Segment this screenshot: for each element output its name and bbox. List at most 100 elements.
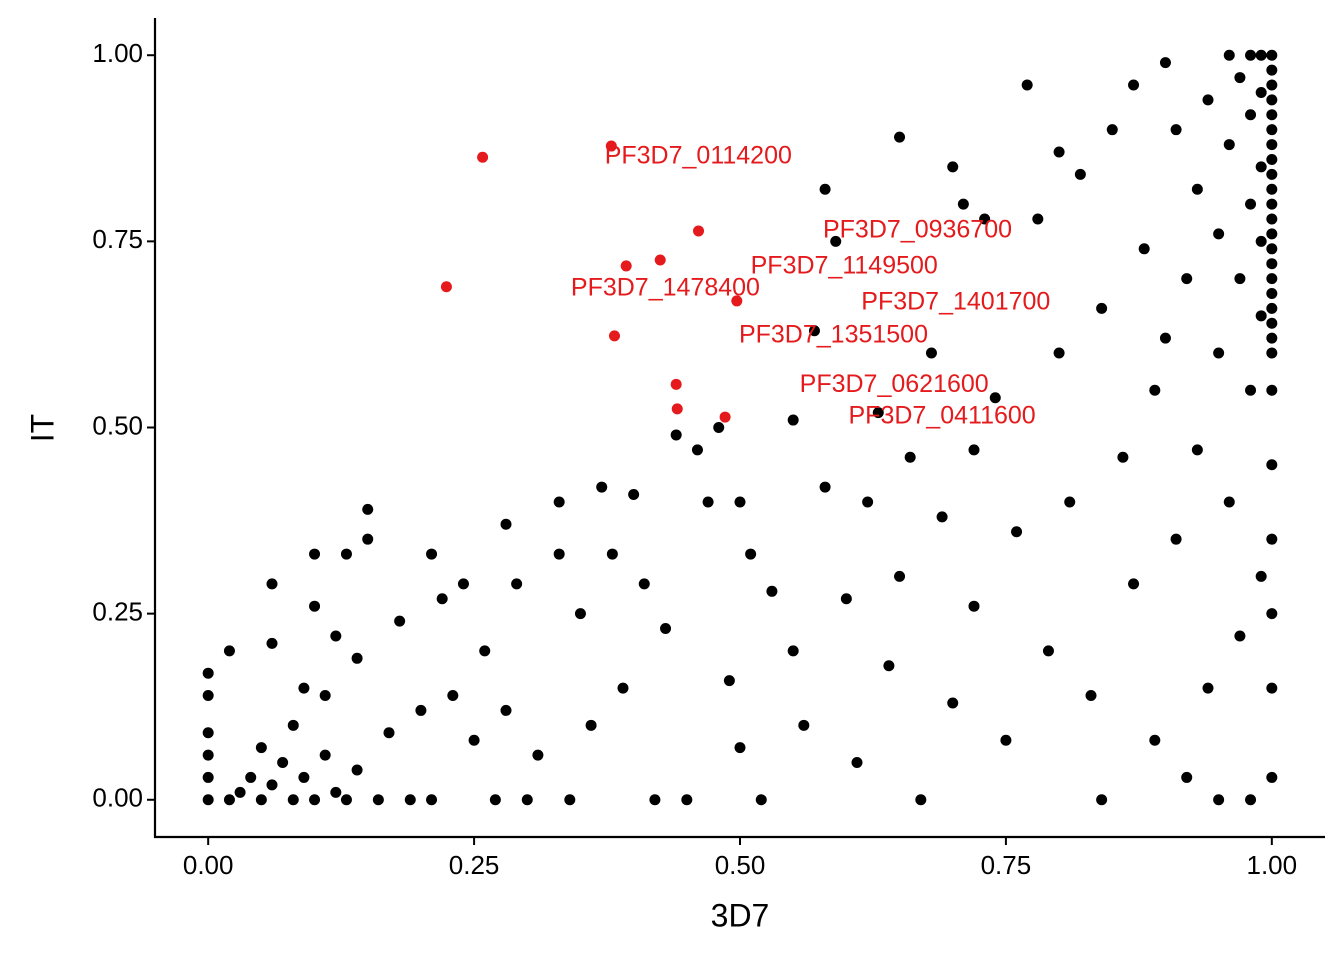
point bbox=[309, 794, 321, 806]
point bbox=[628, 489, 640, 501]
point bbox=[957, 198, 969, 210]
point bbox=[532, 749, 544, 761]
point bbox=[436, 593, 448, 605]
point bbox=[819, 481, 831, 493]
point bbox=[394, 615, 406, 627]
point bbox=[894, 570, 906, 582]
point bbox=[681, 794, 693, 806]
point bbox=[1223, 496, 1235, 508]
point bbox=[1213, 347, 1225, 359]
point bbox=[574, 608, 586, 620]
point bbox=[936, 511, 948, 523]
point bbox=[660, 623, 672, 635]
point bbox=[1266, 384, 1278, 396]
point bbox=[1234, 72, 1246, 84]
point bbox=[1053, 347, 1065, 359]
point bbox=[755, 794, 767, 806]
point bbox=[1255, 86, 1267, 98]
point bbox=[1255, 161, 1267, 173]
point bbox=[1149, 384, 1161, 396]
point bbox=[1245, 109, 1257, 121]
point bbox=[309, 600, 321, 612]
point bbox=[351, 764, 363, 776]
point bbox=[649, 794, 661, 806]
point bbox=[723, 675, 735, 687]
point bbox=[787, 645, 799, 657]
point bbox=[915, 794, 927, 806]
point bbox=[309, 548, 321, 560]
point bbox=[1000, 734, 1012, 746]
point bbox=[468, 734, 480, 746]
point bbox=[1085, 690, 1097, 702]
point bbox=[1255, 570, 1267, 582]
point bbox=[1181, 771, 1193, 783]
point bbox=[1266, 64, 1278, 76]
point bbox=[671, 403, 683, 415]
x-tick-label: 1.00 bbox=[1247, 850, 1298, 880]
point bbox=[638, 578, 650, 590]
point bbox=[447, 690, 459, 702]
point bbox=[1266, 287, 1278, 299]
point bbox=[202, 794, 214, 806]
point bbox=[904, 451, 916, 463]
point bbox=[1245, 384, 1257, 396]
point bbox=[1042, 645, 1054, 657]
point bbox=[489, 794, 501, 806]
point bbox=[330, 630, 342, 642]
point bbox=[1106, 124, 1118, 136]
point bbox=[608, 330, 620, 342]
point bbox=[1266, 302, 1278, 314]
point bbox=[202, 690, 214, 702]
point bbox=[1245, 49, 1257, 61]
point bbox=[1266, 243, 1278, 255]
point bbox=[1011, 526, 1023, 538]
point bbox=[691, 444, 703, 456]
point bbox=[1191, 183, 1203, 195]
point bbox=[477, 151, 489, 163]
point bbox=[862, 496, 874, 508]
point bbox=[1149, 734, 1161, 746]
point bbox=[255, 794, 267, 806]
point bbox=[277, 757, 289, 769]
point bbox=[287, 794, 299, 806]
y-tick-label: 1.00 bbox=[92, 38, 143, 68]
point bbox=[1202, 94, 1214, 106]
point bbox=[1266, 153, 1278, 165]
point bbox=[605, 140, 617, 152]
point bbox=[440, 281, 452, 293]
point bbox=[521, 794, 533, 806]
point bbox=[266, 637, 278, 649]
y-tick-label: 0.00 bbox=[92, 783, 143, 813]
x-tick-label: 0.25 bbox=[449, 850, 500, 880]
point bbox=[734, 496, 746, 508]
point bbox=[851, 757, 863, 769]
point bbox=[925, 347, 937, 359]
point bbox=[693, 225, 705, 237]
point bbox=[1255, 235, 1267, 247]
point bbox=[202, 771, 214, 783]
x-axis-title: 3D7 bbox=[711, 897, 770, 933]
point bbox=[1096, 302, 1108, 314]
point bbox=[1213, 228, 1225, 240]
point bbox=[1266, 213, 1278, 225]
point bbox=[1234, 630, 1246, 642]
point bbox=[1266, 79, 1278, 91]
point bbox=[585, 719, 597, 731]
point bbox=[1223, 139, 1235, 151]
point bbox=[223, 794, 235, 806]
point bbox=[266, 578, 278, 590]
point bbox=[606, 548, 618, 560]
point bbox=[500, 704, 512, 716]
point bbox=[1128, 79, 1140, 91]
point bbox=[1266, 94, 1278, 106]
point bbox=[1266, 608, 1278, 620]
point-label: PF3D7_1401700 bbox=[861, 288, 1050, 316]
point bbox=[426, 548, 438, 560]
y-tick-label: 0.50 bbox=[92, 410, 143, 440]
point bbox=[1266, 109, 1278, 121]
point bbox=[234, 786, 246, 798]
point bbox=[1213, 794, 1225, 806]
point bbox=[255, 742, 267, 754]
point bbox=[947, 697, 959, 709]
point bbox=[340, 548, 352, 560]
